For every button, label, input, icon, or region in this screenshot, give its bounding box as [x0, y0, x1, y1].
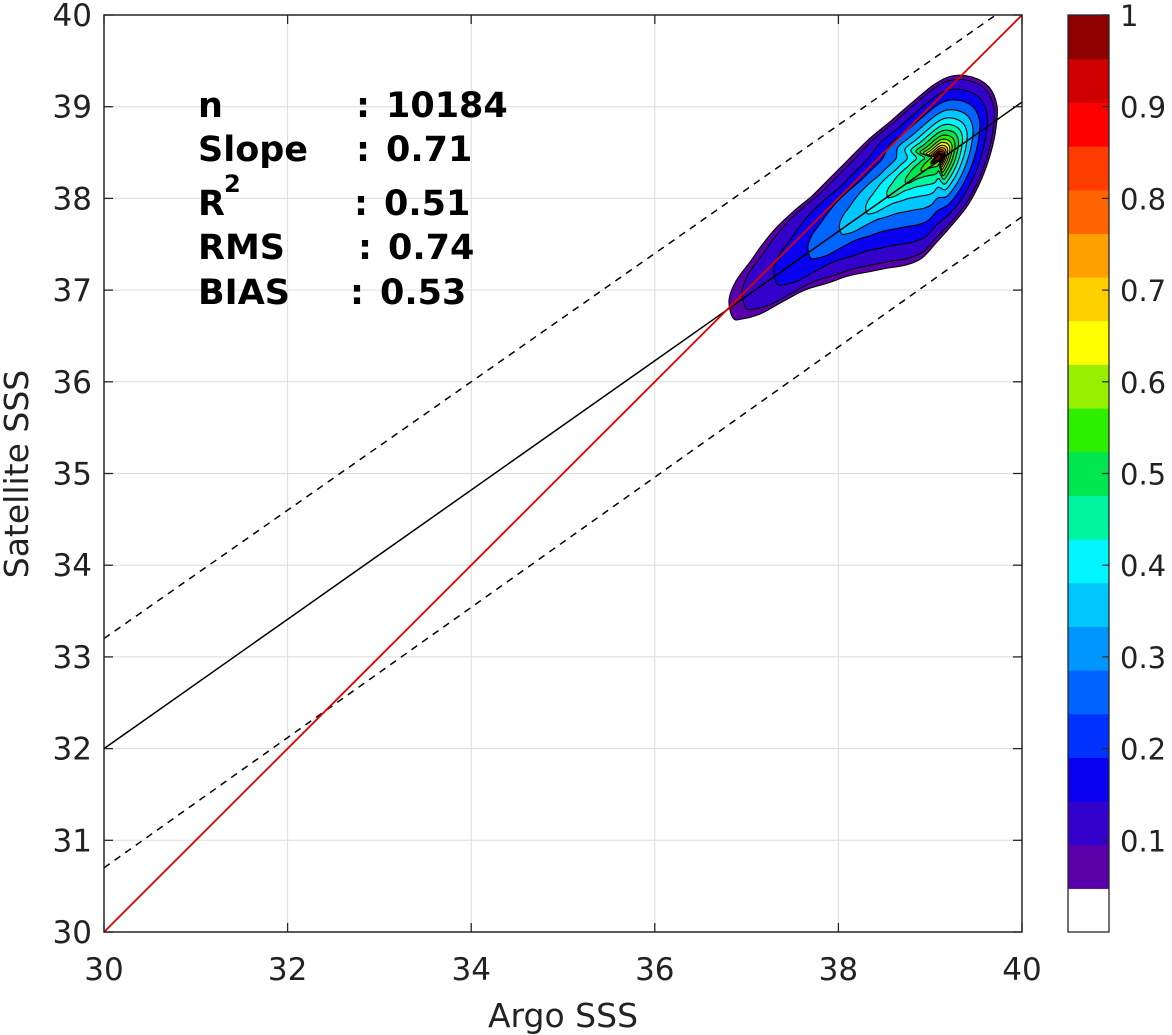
- colorbar-swatch: [1068, 15, 1109, 60]
- y-tick-label: 36: [53, 365, 92, 401]
- colorbar-swatch: [1068, 844, 1109, 889]
- colorbar-swatch: [1068, 626, 1109, 671]
- stat-r2-label: R: [198, 184, 225, 224]
- y-tick-label: 32: [53, 732, 92, 768]
- colorbar-tick-label: 0.7: [1120, 274, 1166, 308]
- x-tick-label: 30: [84, 952, 123, 988]
- regression-lines: [104, 15, 1022, 932]
- y-tick-label: 39: [53, 90, 92, 126]
- colorbar-swatch: [1068, 277, 1109, 322]
- grid: [103, 14, 1023, 933]
- stats-block: n : 10184 Slope : 0.71 R 2 : 0.51 RMS : …: [198, 86, 508, 313]
- density-level: [932, 154, 942, 163]
- stat-bias-sep: :: [350, 273, 364, 313]
- y-tick-label: 40: [53, 0, 92, 34]
- colorbar-swatch: [1068, 539, 1109, 584]
- colorbar-tick-label: 0.5: [1120, 458, 1166, 492]
- colorbar-swatch: [1068, 670, 1109, 715]
- stat-rms-label: RMS: [198, 228, 285, 268]
- colorbar: [1067, 14, 1110, 933]
- stat-n-value: 10184: [386, 86, 508, 126]
- y-axis-label: Satellite SSS: [0, 370, 36, 579]
- lower-bound-dashed-line: [104, 216, 1022, 869]
- y-tick-label: 35: [53, 457, 92, 493]
- density-contours: [728, 74, 999, 321]
- colorbar-swatch: [1068, 189, 1109, 234]
- stat-bias-label: BIAS: [198, 273, 290, 313]
- colorbar-swatch: [1068, 233, 1109, 278]
- colorbar-tick-label: 1: [1120, 0, 1138, 33]
- stat-n-label: n: [198, 86, 223, 126]
- stat-slope-sep: :: [356, 130, 370, 170]
- stat-rms-value: 0.74: [388, 228, 474, 268]
- stat-slope-value: 0.71: [386, 130, 472, 170]
- y-tick-labels: 30 31 32 33 34 35 36 37 38 39 40: [53, 0, 92, 951]
- y-tick-label: 30: [53, 915, 92, 951]
- axis-ticks: [103, 14, 1023, 933]
- colorbar-swatch: [1068, 495, 1109, 540]
- x-axis-label: Argo SSS: [488, 996, 638, 1035]
- stat-r2-sep: :: [354, 184, 368, 224]
- colorbar-swatch: [1068, 713, 1109, 758]
- stat-r2-sup: 2: [224, 170, 241, 198]
- x-tick-label: 36: [635, 952, 674, 988]
- stat-bias-value: 0.53: [380, 273, 466, 313]
- colorbar-tick-label: 0.8: [1120, 182, 1166, 216]
- colorbar-swatch: [1068, 888, 1109, 933]
- colorbar-swatch: [1068, 408, 1109, 453]
- colorbar-swatch: [1068, 364, 1109, 409]
- stat-r2-value: 0.51: [384, 184, 470, 224]
- x-tick-label: 40: [1002, 952, 1041, 988]
- y-tick-label: 37: [53, 273, 92, 309]
- x-tick-label: 32: [268, 952, 307, 988]
- stat-n-sep: :: [356, 86, 370, 126]
- colorbar-swatch: [1068, 146, 1109, 191]
- fit-line: [104, 101, 1022, 750]
- colorbar-swatch: [1068, 320, 1109, 365]
- colorbar-swatch: [1068, 757, 1109, 802]
- colorbar-tick-label: 0.6: [1120, 366, 1166, 400]
- y-tick-label: 38: [53, 181, 92, 217]
- colorbar-tick-label: 0.2: [1120, 733, 1166, 767]
- x-tick-label: 38: [819, 952, 858, 988]
- y-tick-label: 33: [53, 640, 92, 676]
- stat-slope-label: Slope: [198, 130, 308, 170]
- y-tick-label: 31: [53, 823, 92, 859]
- x-tick-labels: 30 32 34 36 38 40: [84, 952, 1041, 988]
- colorbar-tick-label: 0.9: [1120, 91, 1166, 125]
- colorbar-tick-labels: 0.1 0.2 0.3 0.4 0.5 0.6 0.7 0.8 0.9 1: [1120, 0, 1166, 858]
- colorbar-swatch: [1068, 582, 1109, 627]
- colorbar-swatch: [1068, 102, 1109, 147]
- colorbar-swatch: [1068, 58, 1109, 103]
- colorbar-swatch: [1068, 801, 1109, 846]
- colorbar-tick-label: 0.1: [1120, 824, 1166, 858]
- one-to-one-line: [104, 15, 1022, 932]
- colorbar-tick-label: 0.3: [1120, 641, 1166, 675]
- stat-rms-sep: :: [358, 228, 372, 268]
- y-tick-label: 34: [53, 548, 92, 584]
- upper-bound-dashed-line: [104, 15, 998, 640]
- colorbar-tick-label: 0.4: [1120, 549, 1166, 583]
- x-tick-label: 34: [451, 952, 490, 988]
